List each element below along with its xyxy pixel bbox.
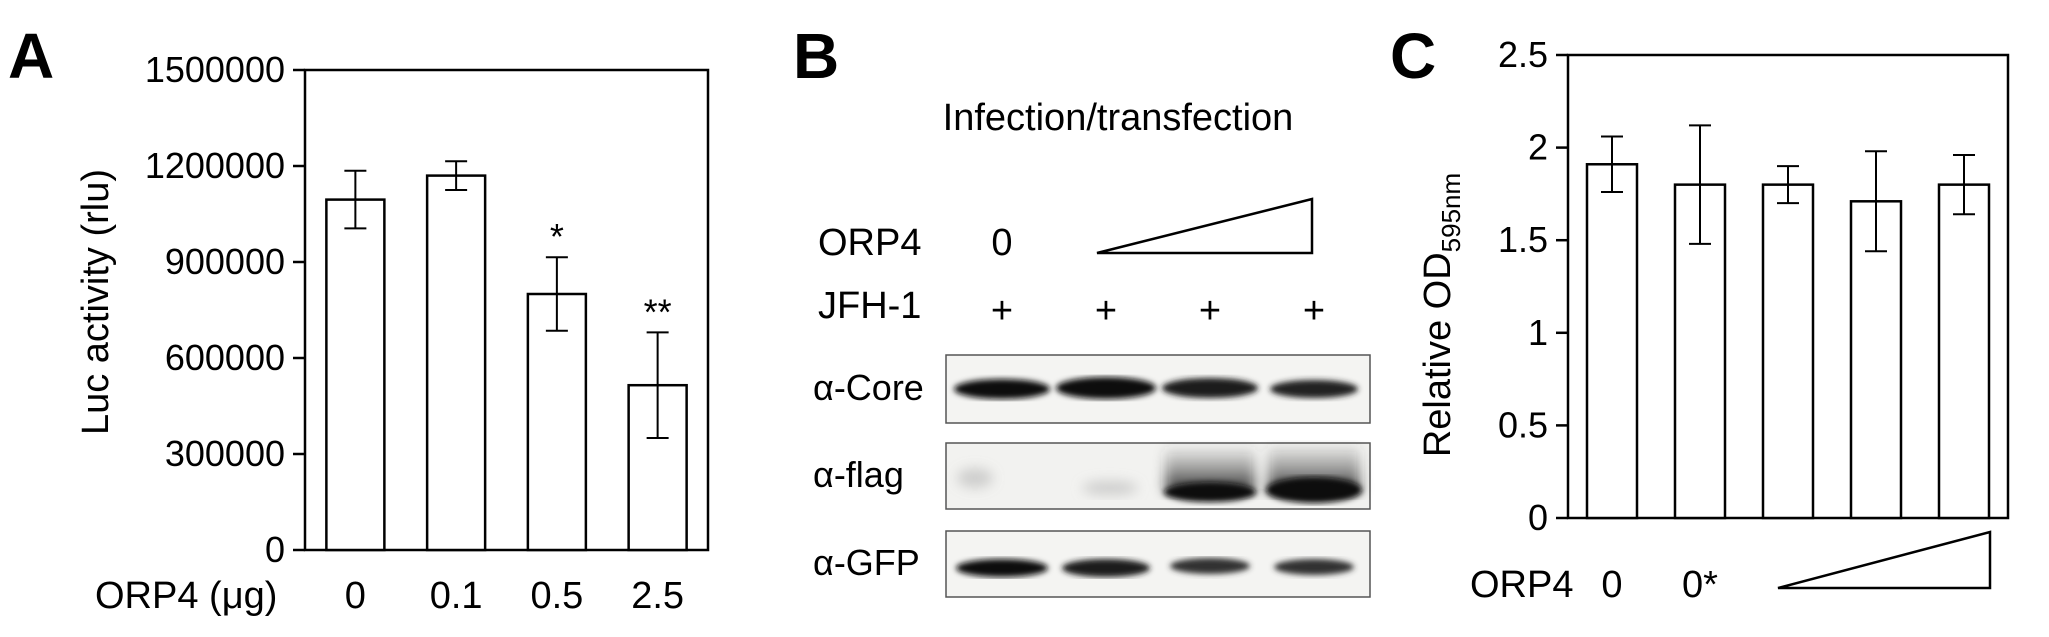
panel-c-bar: [1761, 183, 1815, 520]
blot-orp4-zero: 0: [991, 222, 1012, 264]
panel-a-x-prefix: ORP4 (μg): [95, 575, 277, 617]
blot-jfh1-mark-1: +: [991, 290, 1013, 332]
panel-a-y-tick-label: 1500000: [145, 49, 285, 90]
panel-c-bar: [1585, 163, 1639, 520]
panel-b-letter: B: [793, 20, 839, 92]
blot-strip-gfp: [945, 530, 1371, 598]
panel-a-bar: [425, 174, 487, 552]
panel-c-letter: C: [1390, 20, 1436, 92]
panel-a-y-tick-label: 0: [265, 529, 285, 570]
panel-a-y-tick-label: 1200000: [145, 145, 285, 186]
blot-strip-flag: [945, 442, 1371, 510]
blot-orp4-label: ORP4: [818, 222, 921, 264]
panel-a-y-axis-title: Luc activity (rlu): [75, 169, 117, 435]
panel-c-bar: [1937, 183, 1991, 520]
panel-c-category-label: 0: [1601, 564, 1622, 606]
panel-a-significance-label: *: [550, 216, 564, 257]
panel-c-y-tick-label: 2: [1528, 127, 1548, 168]
panel-c-y-axis-title: Relative OD595nm: [1417, 173, 1466, 457]
panel-c-bar: [1849, 200, 1903, 520]
panel-c-y-tick-label: 0.5: [1498, 404, 1548, 445]
panel-c-y-tick-label: 1: [1528, 312, 1548, 353]
panel-a-bar: [526, 292, 588, 552]
blot-antibody-core-label: α-Core: [813, 367, 924, 408]
panel-a-bar: [325, 198, 386, 552]
blot-jfh1-label: JFH-1: [818, 285, 921, 327]
panel-a-category-label: 0: [345, 575, 366, 617]
panel-a-y-tick-label: 600000: [165, 337, 285, 378]
blot-antibody-gfp-label: α-GFP: [813, 542, 920, 583]
panel-a-category-label: 2.5: [631, 575, 684, 617]
blot-title: Infection/transfection: [943, 97, 1294, 139]
panel-c-y-tick-label: 0: [1528, 497, 1548, 538]
panel-a-significance-label: **: [644, 291, 672, 332]
panel-a-letter: A: [8, 20, 54, 92]
blot-antibody-flag-label: α-flag: [813, 454, 904, 495]
blot-jfh1-mark-3: +: [1199, 290, 1221, 332]
panel-c-y-tick-label: 2.5: [1498, 34, 1548, 75]
panel-c-orp4-gradient-triangle: [1777, 530, 1992, 590]
blot-jfh1-mark-2: +: [1095, 290, 1117, 332]
blot-strip-core: [945, 354, 1371, 424]
panel-a-category-label: 0.5: [530, 575, 583, 617]
panel-c-y-tick-label: 1.5: [1498, 219, 1548, 260]
blot-jfh1-mark-4: +: [1303, 290, 1325, 332]
blot-orp4-gradient-triangle: [1096, 197, 1314, 255]
panel-c: C Relative OD595nm ORP4 0 0.5 1 1.5 2 2.5 0 0*: [1390, 20, 2010, 606]
panel-a-category-label: 0.1: [430, 575, 483, 617]
panel-b: B Infection/transfection ORP4 0 JFH-1 + …: [793, 20, 1371, 598]
panel-a-plot-frame: [303, 68, 710, 552]
panel-a-y-tick-label: 300000: [165, 433, 285, 474]
panel-a: A Luc activity (rlu) ORP4 (μg) 0 300000 60…: [8, 20, 710, 617]
panel-a-y-tick-label: 900000: [165, 241, 285, 282]
panel-c-x-prefix: ORP4: [1470, 564, 1573, 606]
panel-c-category-label: 0*: [1682, 564, 1718, 606]
